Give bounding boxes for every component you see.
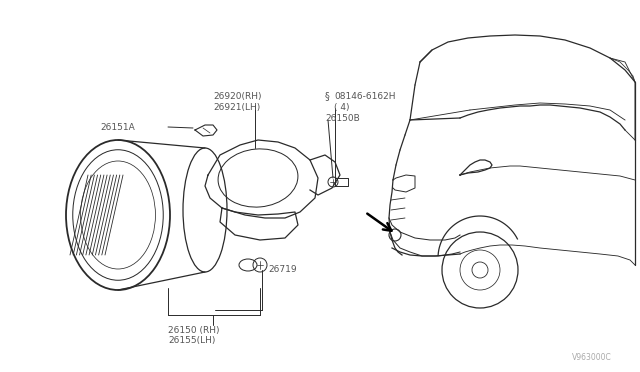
Text: 26719: 26719 [268, 266, 296, 275]
Text: 26150 (RH): 26150 (RH) [168, 326, 220, 334]
Text: ( 4): ( 4) [334, 103, 349, 112]
Text: 26920(RH): 26920(RH) [213, 92, 262, 100]
Text: 26151A: 26151A [100, 122, 135, 131]
Text: V963000C: V963000C [572, 353, 612, 362]
Text: §: § [325, 91, 330, 101]
Text: 26921(LH): 26921(LH) [213, 103, 260, 112]
Text: 26150B: 26150B [325, 113, 360, 122]
Text: 08146-6162H: 08146-6162H [334, 92, 396, 100]
Text: 26155(LH): 26155(LH) [168, 337, 216, 346]
